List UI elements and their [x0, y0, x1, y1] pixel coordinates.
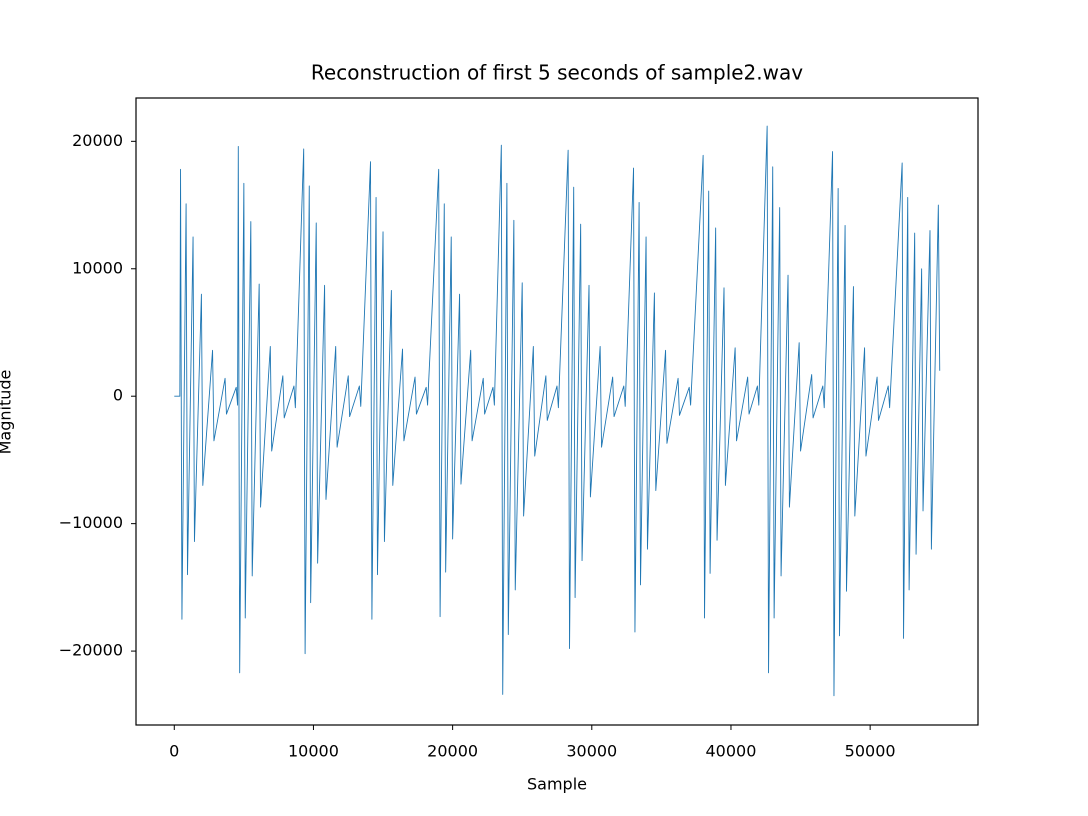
plot-frame [135, 97, 979, 726]
x-tick-label: 20000 [427, 742, 478, 761]
chart-title: Reconstruction of first 5 seconds of sam… [311, 61, 803, 85]
y-tick-label: 20000 [72, 131, 123, 150]
y-tick-label: −20000 [59, 641, 123, 660]
x-tick-label: 50000 [845, 742, 896, 761]
waveform-line [174, 125, 941, 697]
x-axis-label: Sample [527, 775, 587, 794]
y-tick-label: −10000 [59, 513, 123, 532]
x-tick-label: 10000 [288, 742, 339, 761]
y-axis-label: Magnitude [0, 370, 15, 455]
x-tick-label: 40000 [706, 742, 757, 761]
y-tick-label: 10000 [72, 258, 123, 277]
x-tick-label: 0 [169, 742, 179, 761]
y-tick-label: 0 [113, 386, 123, 405]
x-tick-label: 30000 [566, 742, 617, 761]
